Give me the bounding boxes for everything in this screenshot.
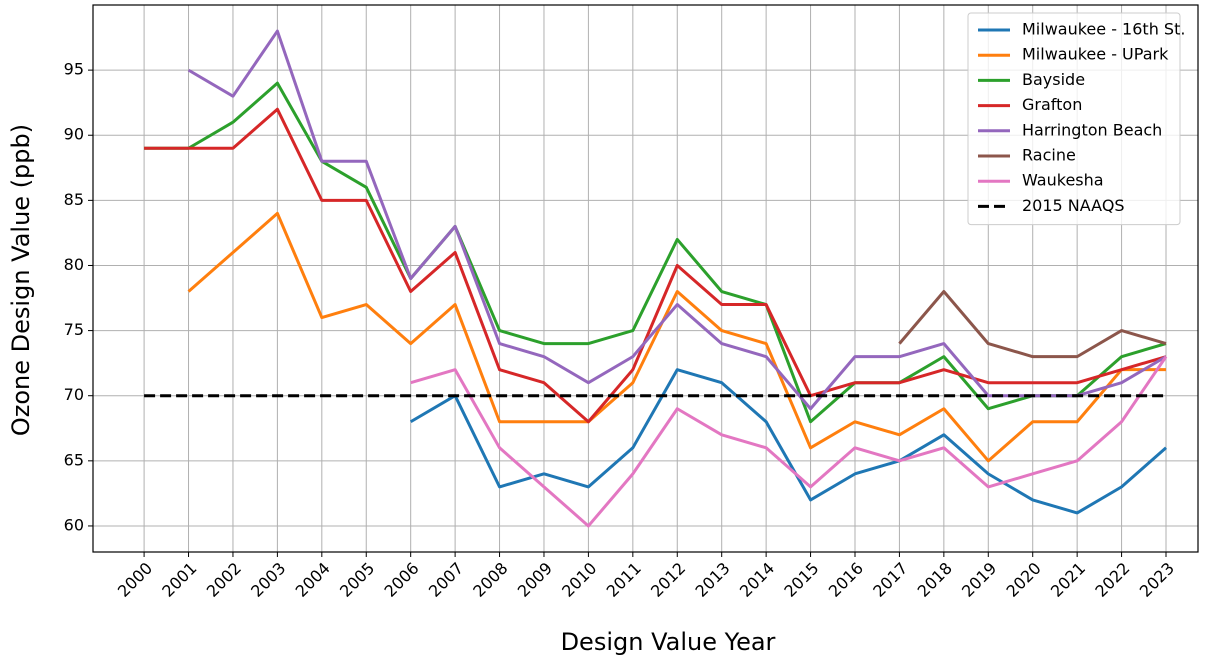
legend-label: Harrington Beach bbox=[1022, 120, 1162, 139]
x-axis-label: Design Value Year bbox=[561, 628, 776, 656]
x-tick-label: 2012 bbox=[647, 559, 689, 601]
x-tick-label: 2004 bbox=[292, 559, 334, 601]
x-tick-label: 2008 bbox=[469, 559, 511, 601]
x-tick-label: 2021 bbox=[1047, 559, 1089, 601]
line-series bbox=[187, 211, 1167, 463]
legend-label: Milwaukee - 16th St. bbox=[1022, 20, 1185, 39]
x-tick-label: 2009 bbox=[514, 559, 556, 601]
x-tick-label: 2011 bbox=[603, 559, 645, 601]
line-series bbox=[898, 290, 1167, 359]
y-tick-label: 95 bbox=[64, 60, 84, 79]
x-tick-label: 2002 bbox=[203, 559, 245, 601]
plot-frame bbox=[92, 4, 1199, 553]
x-tick-label: 2022 bbox=[1091, 559, 1133, 601]
y-tick-label: 65 bbox=[64, 450, 84, 469]
legend-label: Grafton bbox=[1022, 95, 1082, 114]
y-tick-label: 60 bbox=[64, 515, 84, 534]
y-tick-label: 80 bbox=[64, 255, 84, 274]
x-tick-label: 2010 bbox=[558, 559, 600, 601]
x-tick-label: 2000 bbox=[114, 559, 156, 601]
y-tick-label: 90 bbox=[64, 125, 84, 144]
x-tick-label: 2020 bbox=[1002, 559, 1044, 601]
y-tick-label: 70 bbox=[64, 385, 84, 404]
legend: Milwaukee - 16th St. Milwaukee - UPark Bay… bbox=[967, 12, 1185, 226]
x-tick-label: 2003 bbox=[247, 559, 289, 601]
line-series bbox=[144, 81, 1167, 424]
legend-label: Milwaukee - UPark bbox=[1022, 45, 1169, 64]
y-tick-label: 75 bbox=[64, 320, 84, 339]
legend-label: 2015 NAAQS bbox=[1022, 196, 1125, 215]
x-tick-label: 2018 bbox=[914, 559, 956, 601]
line-series bbox=[409, 368, 1168, 515]
line-series bbox=[410, 355, 1168, 528]
legend-label: Racine bbox=[1022, 146, 1076, 165]
legend-label: Bayside bbox=[1022, 70, 1085, 89]
x-tick-label: 2019 bbox=[958, 559, 1000, 601]
line-series bbox=[187, 29, 1167, 411]
x-tick-label: 2017 bbox=[869, 559, 911, 601]
x-tick-label: 2016 bbox=[825, 559, 867, 601]
x-tick-label: 2007 bbox=[425, 559, 467, 601]
line-series bbox=[144, 107, 1167, 424]
y-axis-label: Ozone Design Value (ppb) bbox=[7, 124, 35, 436]
legend-box bbox=[967, 12, 1181, 226]
x-tick-label: 2015 bbox=[780, 559, 822, 601]
x-tick-label: 2014 bbox=[736, 559, 778, 601]
legend-label: Waukesha bbox=[1022, 171, 1104, 190]
x-tick-label: 2001 bbox=[158, 559, 200, 601]
y-tick-label: 85 bbox=[64, 190, 84, 209]
x-tick-label: 2006 bbox=[380, 559, 422, 601]
x-tick-label: 2013 bbox=[691, 559, 733, 601]
x-tick-label: 2005 bbox=[336, 559, 378, 601]
x-tick-label: 2023 bbox=[1136, 559, 1178, 601]
